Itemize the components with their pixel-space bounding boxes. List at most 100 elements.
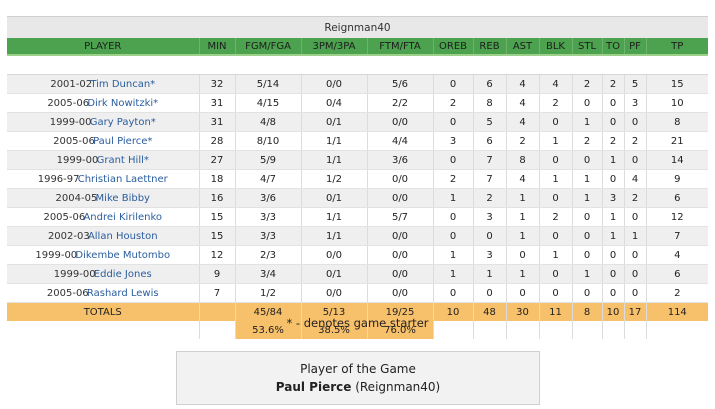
column-header-reb: REB	[473, 38, 507, 55]
stat-cell: 1	[506, 188, 540, 208]
stat-cell: 0	[624, 207, 647, 227]
player-name-link[interactable]: Dirk Nowitzki*	[87, 97, 159, 109]
stat-cell: 0	[433, 74, 474, 94]
stat-cell: 31	[199, 93, 236, 113]
stat-cell: 8	[506, 150, 540, 170]
player-name-link[interactable]: Grant Hill*	[96, 154, 149, 166]
potg-line: Paul Pierce (Reignman40)	[177, 380, 539, 394]
stat-cell: 14	[646, 150, 708, 170]
stat-cell: 0/0	[301, 245, 368, 265]
box-score-table: PLAYER MIN FGM/FGA 3PM/3PA FTM/FTA OREB REB AST…	[7, 38, 708, 339]
stat-cell: 2	[539, 207, 573, 227]
total-cell: 10	[433, 302, 474, 321]
stat-cell: 27	[199, 150, 236, 170]
player-name-link[interactable]: Andrei Kirilenko	[83, 211, 163, 223]
player-cell: 2001-02Tim Duncan*	[7, 74, 200, 94]
stat-cell: 5	[624, 74, 647, 94]
player-season: 1999-00	[56, 154, 99, 166]
stat-cell: 1	[473, 264, 507, 284]
stat-cell: 5/9	[235, 150, 302, 170]
player-cell: 2005-06Dirk Nowitzki*	[7, 93, 200, 113]
stat-cell: 1/1	[301, 131, 368, 151]
player-row: 1999-00Eddie Jones 9 3/4 0/1 0/0 1 1 1 0 1 0 0 6	[7, 264, 708, 284]
player-name-link[interactable]: Dikembe Mutombo	[75, 249, 171, 261]
stat-cell: 8/10	[235, 131, 302, 151]
stat-cell: 4/4	[367, 131, 434, 151]
column-header-ftm-fta: FTM/FTA	[367, 38, 434, 55]
stat-cell: 4	[506, 93, 540, 113]
stat-cell: 6	[473, 131, 507, 151]
totals-row: TOTALS 45/84 5/13 19/25 10 48 30 11 8 10 17 114	[7, 302, 708, 321]
player-cell: 1999-00Dikembe Mutombo	[7, 245, 200, 265]
pct-empty-cell	[572, 321, 603, 339]
stat-cell: 2/3	[235, 245, 302, 265]
stat-cell: 31	[199, 112, 236, 132]
stat-cell: 15	[199, 226, 236, 246]
stat-cell: 4/15	[235, 93, 302, 113]
stat-cell: 1	[506, 264, 540, 284]
stat-cell: 8	[646, 112, 708, 132]
player-name-link[interactable]: Gary Payton*	[89, 116, 156, 128]
stat-cell: 0	[539, 188, 573, 208]
total-cell: 8	[572, 302, 603, 321]
column-header-blk: BLK	[539, 38, 573, 55]
player-row: 2005-06Paul Pierce* 28 8/10 1/1 4/4 3 6 2 1 2 2 2 21	[7, 131, 708, 151]
stat-cell: 0	[572, 245, 603, 265]
player-cell: 1999-00Gary Payton*	[7, 112, 200, 132]
total-cell: 114	[646, 302, 708, 321]
player-cell: 2002-03Allan Houston	[7, 226, 200, 246]
stat-cell: 3	[473, 245, 507, 265]
totals-label: TOTALS	[7, 302, 200, 321]
total-cell: 11	[539, 302, 573, 321]
stat-cell: 0/0	[301, 283, 368, 303]
stat-cell: 1	[602, 150, 625, 170]
player-name-link[interactable]: Paul Pierce*	[93, 135, 153, 147]
stat-cell: 0	[624, 245, 647, 265]
stat-cell: 0	[572, 207, 603, 227]
pct-empty-cell	[506, 321, 540, 339]
player-cell: 2005-06Rashard Lewis	[7, 283, 200, 303]
stat-cell: 9	[646, 169, 708, 189]
total-cell: 19/25	[367, 302, 434, 321]
stat-cell: 1	[572, 264, 603, 284]
stat-cell: 0/0	[367, 169, 434, 189]
stat-cell: 2	[572, 131, 603, 151]
stat-cell: 4	[539, 74, 573, 94]
player-name-link[interactable]: Tim Duncan*	[90, 78, 156, 90]
stat-cell: 2	[646, 283, 708, 303]
stat-cell: 3/3	[235, 226, 302, 246]
column-header-3pm-3pa: 3PM/3PA	[301, 38, 368, 55]
column-header-stl: STL	[572, 38, 603, 55]
percentage-row: 53.6% 38.5% 76.0%	[7, 321, 708, 339]
stat-cell: 3/3	[235, 207, 302, 227]
stat-cell: 0	[602, 264, 625, 284]
player-cell: 2004-05Mike Bibby	[7, 188, 200, 208]
stat-cell: 1	[506, 226, 540, 246]
total-cell: 10	[602, 302, 625, 321]
stat-cell: 7	[199, 283, 236, 303]
player-season: 1999-00	[49, 116, 92, 128]
player-season: 2005-06	[47, 97, 90, 109]
player-name-link[interactable]: Rashard Lewis	[86, 287, 159, 299]
column-header-tp: TP	[646, 38, 708, 55]
stat-cell: 1	[602, 226, 625, 246]
player-name-link[interactable]: Allan Houston	[87, 230, 158, 242]
stat-cell: 1	[539, 245, 573, 265]
stat-cell: 0	[473, 283, 507, 303]
stat-cell: 0	[572, 226, 603, 246]
player-name-link[interactable]: Mike Bibby	[95, 192, 150, 204]
player-name-link[interactable]: Eddie Jones	[93, 268, 152, 280]
starter-note: * - denotes game starter	[286, 316, 429, 330]
stat-cell: 0	[473, 226, 507, 246]
stat-cell: 0	[602, 283, 625, 303]
stat-cell: 5/14	[235, 74, 302, 94]
stat-cell: 0	[572, 93, 603, 113]
stat-cell: 5/7	[367, 207, 434, 227]
stat-cell: 21	[646, 131, 708, 151]
player-season: 1996-97	[37, 173, 80, 185]
player-name-link[interactable]: Christian Laettner	[77, 173, 168, 185]
stat-cell: 2	[602, 131, 625, 151]
player-season: 2004-05	[55, 192, 98, 204]
stat-cell: 12	[199, 245, 236, 265]
pct-empty-cell	[473, 321, 507, 339]
